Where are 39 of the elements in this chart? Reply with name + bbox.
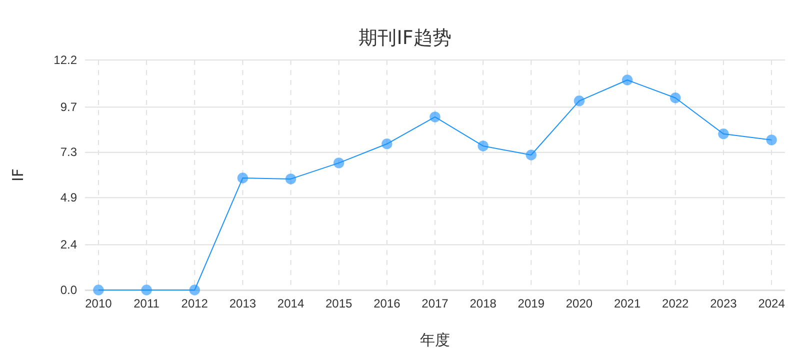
y-tick-label: 12.2 <box>54 52 78 67</box>
x-axis-title: 年度 <box>420 331 450 349</box>
y-tick-label: 4.9 <box>60 190 78 204</box>
x-tick-label: 2024 <box>758 296 786 311</box>
x-tick-label: 2022 <box>662 296 690 311</box>
point <box>430 112 440 122</box>
y-tick-label: 2.4 <box>60 238 78 252</box>
x-tick-label: 2011 <box>134 296 160 311</box>
point <box>285 174 296 184</box>
point <box>189 284 200 296</box>
point <box>718 128 729 140</box>
point <box>526 150 537 160</box>
point <box>670 92 681 104</box>
x-tick-label: 2016 <box>374 296 401 311</box>
point <box>93 284 104 296</box>
point <box>237 172 248 184</box>
point <box>478 140 488 152</box>
point <box>333 158 344 168</box>
x-tick-label: 2021 <box>614 296 641 311</box>
y-tick-label: 7.3 <box>60 145 78 160</box>
x-tick-label: 2015 <box>325 296 353 311</box>
x-tick-label: 2023 <box>710 296 738 311</box>
x-tick-label: 2020 <box>566 296 593 311</box>
chart-title: 期刊IF趋势 <box>358 27 452 49</box>
x-tick-label: 2013 <box>229 296 256 311</box>
point <box>141 284 152 296</box>
x-tick-label: 2010 <box>85 296 112 311</box>
x-tick-label: 2017 <box>422 296 449 311</box>
point <box>622 74 633 86</box>
point <box>766 134 777 146</box>
y-tick-label: 0.0 <box>60 282 78 297</box>
x-tick-label: 2014 <box>277 296 304 311</box>
x-tick-label: 2019 <box>518 296 545 311</box>
point <box>382 138 392 150</box>
x-tick-label: 2018 <box>470 296 497 311</box>
y-tick-label: 9.7 <box>60 100 78 114</box>
point <box>574 96 585 106</box>
y-axis-title: IF <box>9 168 27 182</box>
x-tick-label: 2012 <box>181 296 208 311</box>
